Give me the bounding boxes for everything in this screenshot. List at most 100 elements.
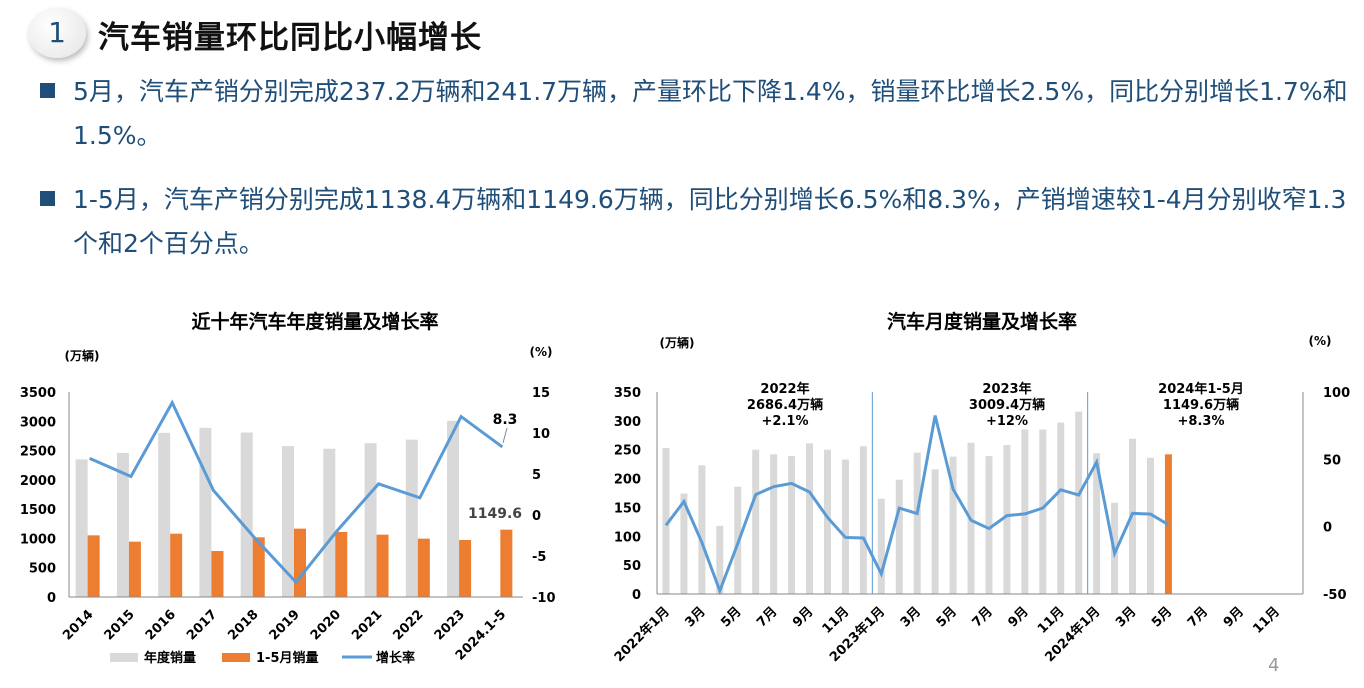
y2-tick-label: 5	[532, 468, 541, 483]
legend-label: 增长率	[376, 650, 415, 666]
monthly-sales-bar	[895, 479, 903, 594]
legend-swatch	[222, 653, 250, 662]
bullet-square-icon	[40, 191, 55, 206]
monthly-sales-bar	[1093, 453, 1101, 594]
y2-tick-label: 50	[1323, 453, 1341, 468]
y2-tick-label: 0	[532, 509, 541, 524]
y2-tick-label: -5	[532, 550, 546, 565]
monthly-sales-bar	[716, 525, 724, 594]
y-tick-label: 200	[614, 473, 641, 488]
monthly-sales-bar	[949, 456, 957, 594]
y-tick-label: 150	[614, 501, 641, 516]
annual-sales-bar	[323, 448, 336, 597]
year-summary-label: 2686.4万辆	[747, 397, 823, 413]
monthly-sales-bar	[841, 459, 849, 594]
x-tick-label: 2021	[349, 607, 385, 643]
ytd-sales-bar	[128, 541, 141, 597]
bullet-text: 5月，汽车产销分别完成237.2万辆和241.7万辆，产量环比下降1.4%，销量…	[73, 77, 1348, 150]
monthly-sales-bar	[985, 456, 993, 594]
monthly-sales-bar	[806, 443, 814, 594]
y-tick-label: 2000	[20, 474, 56, 489]
x-tick-label: 7月	[1185, 604, 1211, 630]
legend-label: 年度销量	[144, 650, 196, 666]
year-summary-label: 3009.4万辆	[969, 397, 1045, 413]
label-leader-line	[502, 427, 508, 444]
y-tick-label: 500	[29, 562, 56, 577]
year-summary-label: +12%	[986, 414, 1028, 429]
annual-sales-bar	[364, 443, 377, 597]
monthly-sales-bar	[1057, 422, 1065, 594]
monthly-sales-bar	[1003, 445, 1011, 594]
y-tick-label: 1500	[20, 503, 56, 518]
year-summary-label: 2022年	[760, 381, 809, 397]
x-tick-label: 5月	[1149, 604, 1175, 630]
x-tick-label: 9月	[1221, 604, 1247, 630]
y2-tick-label: 15	[532, 386, 550, 401]
ytd-sales-bar	[459, 540, 472, 597]
page-number: 4	[1268, 655, 1280, 676]
annual-sales-bar	[282, 446, 294, 597]
ytd-sales-bar	[500, 529, 513, 597]
year-summary-label: 1149.6万辆	[1163, 397, 1239, 413]
monthly-sales-bar	[823, 449, 831, 594]
x-tick-label: 2019	[267, 607, 303, 643]
y-tick-label: 100	[614, 530, 641, 545]
y2-tick-label: 100	[1323, 386, 1350, 401]
monthly-sales-bar	[1039, 429, 1047, 594]
x-tick-label: 11月	[1250, 604, 1283, 637]
ytd-sales-bar	[170, 533, 183, 597]
y-tick-label: 50	[623, 559, 641, 574]
monthly-sales-bar	[913, 452, 921, 594]
bullet-text: 1-5月，汽车产销分别完成1138.4万辆和1149.6万辆，同比分别增长6.5…	[73, 185, 1347, 258]
monthly-sales-bar	[931, 469, 939, 594]
x-tick-label: 5月	[718, 604, 744, 630]
growth-rate-line	[89, 399, 504, 585]
y2-tick-label: -10	[532, 591, 556, 606]
y2-axis-label: (%)	[1309, 334, 1332, 348]
y-tick-label: 1000	[20, 532, 56, 547]
x-tick-label: 11月	[820, 604, 853, 637]
monthly-sales-bar	[698, 465, 706, 594]
monthly-sales-bar	[1075, 411, 1083, 594]
x-tick-label: 9月	[790, 604, 816, 630]
annual-sales-bar	[75, 459, 88, 597]
annual-sales-bar	[199, 427, 212, 597]
monthly-sales-bar	[770, 454, 778, 594]
ytd-sales-bar	[417, 538, 430, 597]
y2-axis-label: (%)	[530, 345, 553, 359]
annual-sales-bar	[158, 432, 171, 597]
x-tick-label: 2014	[60, 607, 96, 643]
y-tick-label: 0	[632, 588, 641, 603]
year-summary-label: 2024年1-5月	[1158, 381, 1244, 397]
x-tick-label: 2015	[102, 607, 138, 643]
y-tick-label: 300	[614, 415, 641, 430]
year-summary-label: +2.1%	[762, 414, 809, 429]
section-number-badge: 1	[28, 8, 86, 58]
bullet-item: 5月，汽车产销分别完成237.2万辆和241.7万辆，产量环比下降1.4%，销量…	[40, 70, 1350, 158]
y2-tick-label: 0	[1323, 521, 1332, 536]
x-tick-label: 11月	[1035, 604, 1068, 637]
monthly-sales-bar	[859, 446, 867, 594]
ytd-sales-bar	[376, 534, 389, 597]
year-summary-label: 2023年	[982, 381, 1031, 397]
y-axis-label: (万辆)	[65, 348, 100, 363]
x-tick-label: 3月	[898, 604, 924, 630]
ytd-sales-bar	[87, 535, 100, 597]
y2-tick-label: -50	[1323, 588, 1347, 603]
growth-rate-line	[664, 415, 1170, 596]
y-tick-label: 3000	[20, 415, 56, 430]
monthly-sales-bar	[680, 493, 688, 594]
y-tick-label: 250	[614, 444, 641, 459]
x-tick-label: 2018	[225, 607, 261, 643]
y-tick-label: 2500	[20, 445, 56, 460]
monthly-sales-bar	[662, 447, 670, 594]
x-tick-label: 2022	[390, 607, 426, 643]
y2-tick-label: 10	[532, 427, 550, 442]
page-title: 汽车销量环比同比小幅增长	[98, 20, 482, 56]
legend-label: 1-5月销量	[256, 650, 319, 666]
annual-sales-bar	[405, 439, 418, 597]
x-tick-label: 9月	[1005, 604, 1031, 630]
chart-title: 近十年汽车年度销量及增长率	[191, 310, 438, 333]
annual-sales-bar	[240, 432, 253, 597]
